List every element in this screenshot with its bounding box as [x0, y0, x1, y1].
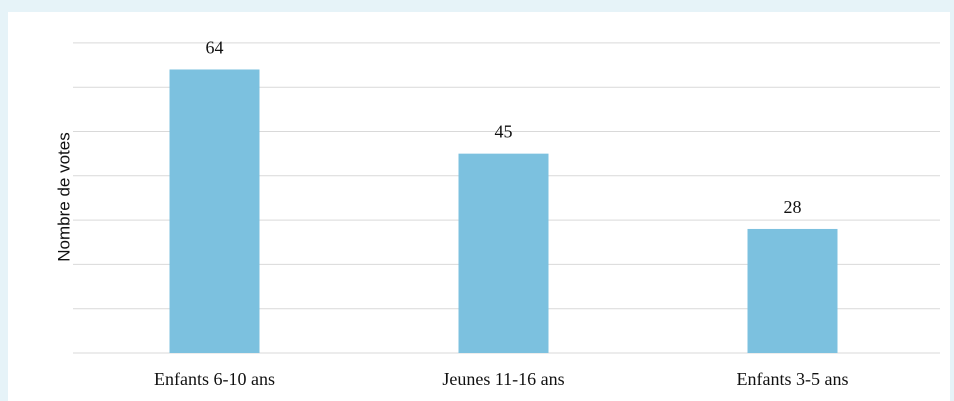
bar	[169, 69, 260, 353]
data-label: 28	[784, 197, 802, 217]
bar	[458, 153, 549, 353]
bar	[747, 228, 838, 353]
x-tick-label: Jeunes 11-16 ans	[442, 369, 564, 389]
y-axis-label: Nombre de votes	[54, 132, 73, 261]
bars	[169, 69, 838, 353]
x-tick-label: Enfants 3-5 ans	[737, 369, 849, 389]
data-label: 64	[206, 37, 224, 57]
x-tick-labels: Enfants 6-10 ans Jeunes 11-16 ans Enfants …	[154, 369, 848, 389]
data-label: 45	[495, 122, 513, 142]
x-tick-label: Enfants 6-10 ans	[154, 369, 275, 389]
data-labels: 64 45 28	[206, 37, 802, 216]
